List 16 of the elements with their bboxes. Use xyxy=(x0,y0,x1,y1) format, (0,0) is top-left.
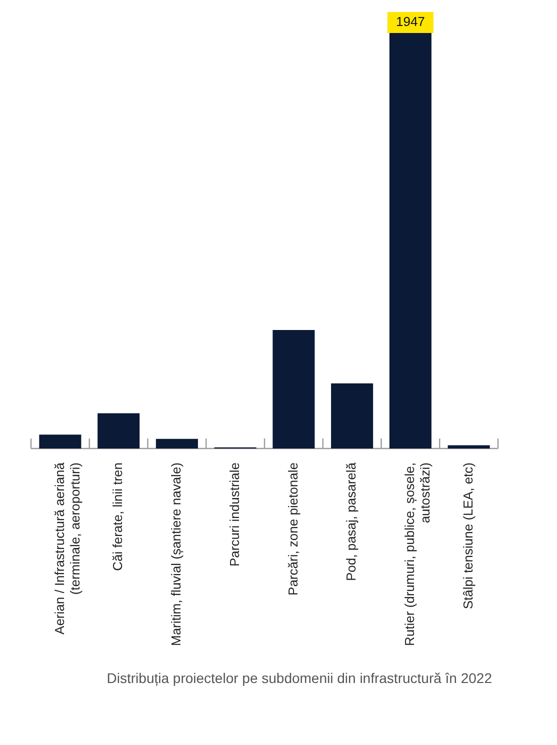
text: Distribuția proiectelor pe subdomenii din infrastructură în 2022 xyxy=(106,669,492,688)
x-tick-label: Parcări, zone pietonale xyxy=(285,462,300,596)
bar xyxy=(448,445,490,448)
bar xyxy=(156,438,198,448)
x-tick-label: Căi ferate, linii tren xyxy=(110,462,126,571)
x-tick-label: Maritim, fluvial (șantiere navale) xyxy=(168,462,184,646)
x-tick-label: Aerian / Infrastructură aeriană (terminale, aeroporturi) xyxy=(52,462,82,634)
bar xyxy=(39,434,82,448)
bar xyxy=(331,383,374,448)
data-label: 1947 xyxy=(396,14,425,30)
x-tick-label: Parcuri industriale xyxy=(226,462,242,567)
x-tick-label: Stâlpi tensiune (LEA, etc) xyxy=(460,462,476,610)
bar xyxy=(98,413,140,448)
x-tick-label: Rutier (drumuri, publice, șosele, autostrăzi) xyxy=(402,462,433,646)
x-tick-label: Pod, pasaj, pasarelă xyxy=(344,462,359,582)
bar xyxy=(272,330,315,448)
